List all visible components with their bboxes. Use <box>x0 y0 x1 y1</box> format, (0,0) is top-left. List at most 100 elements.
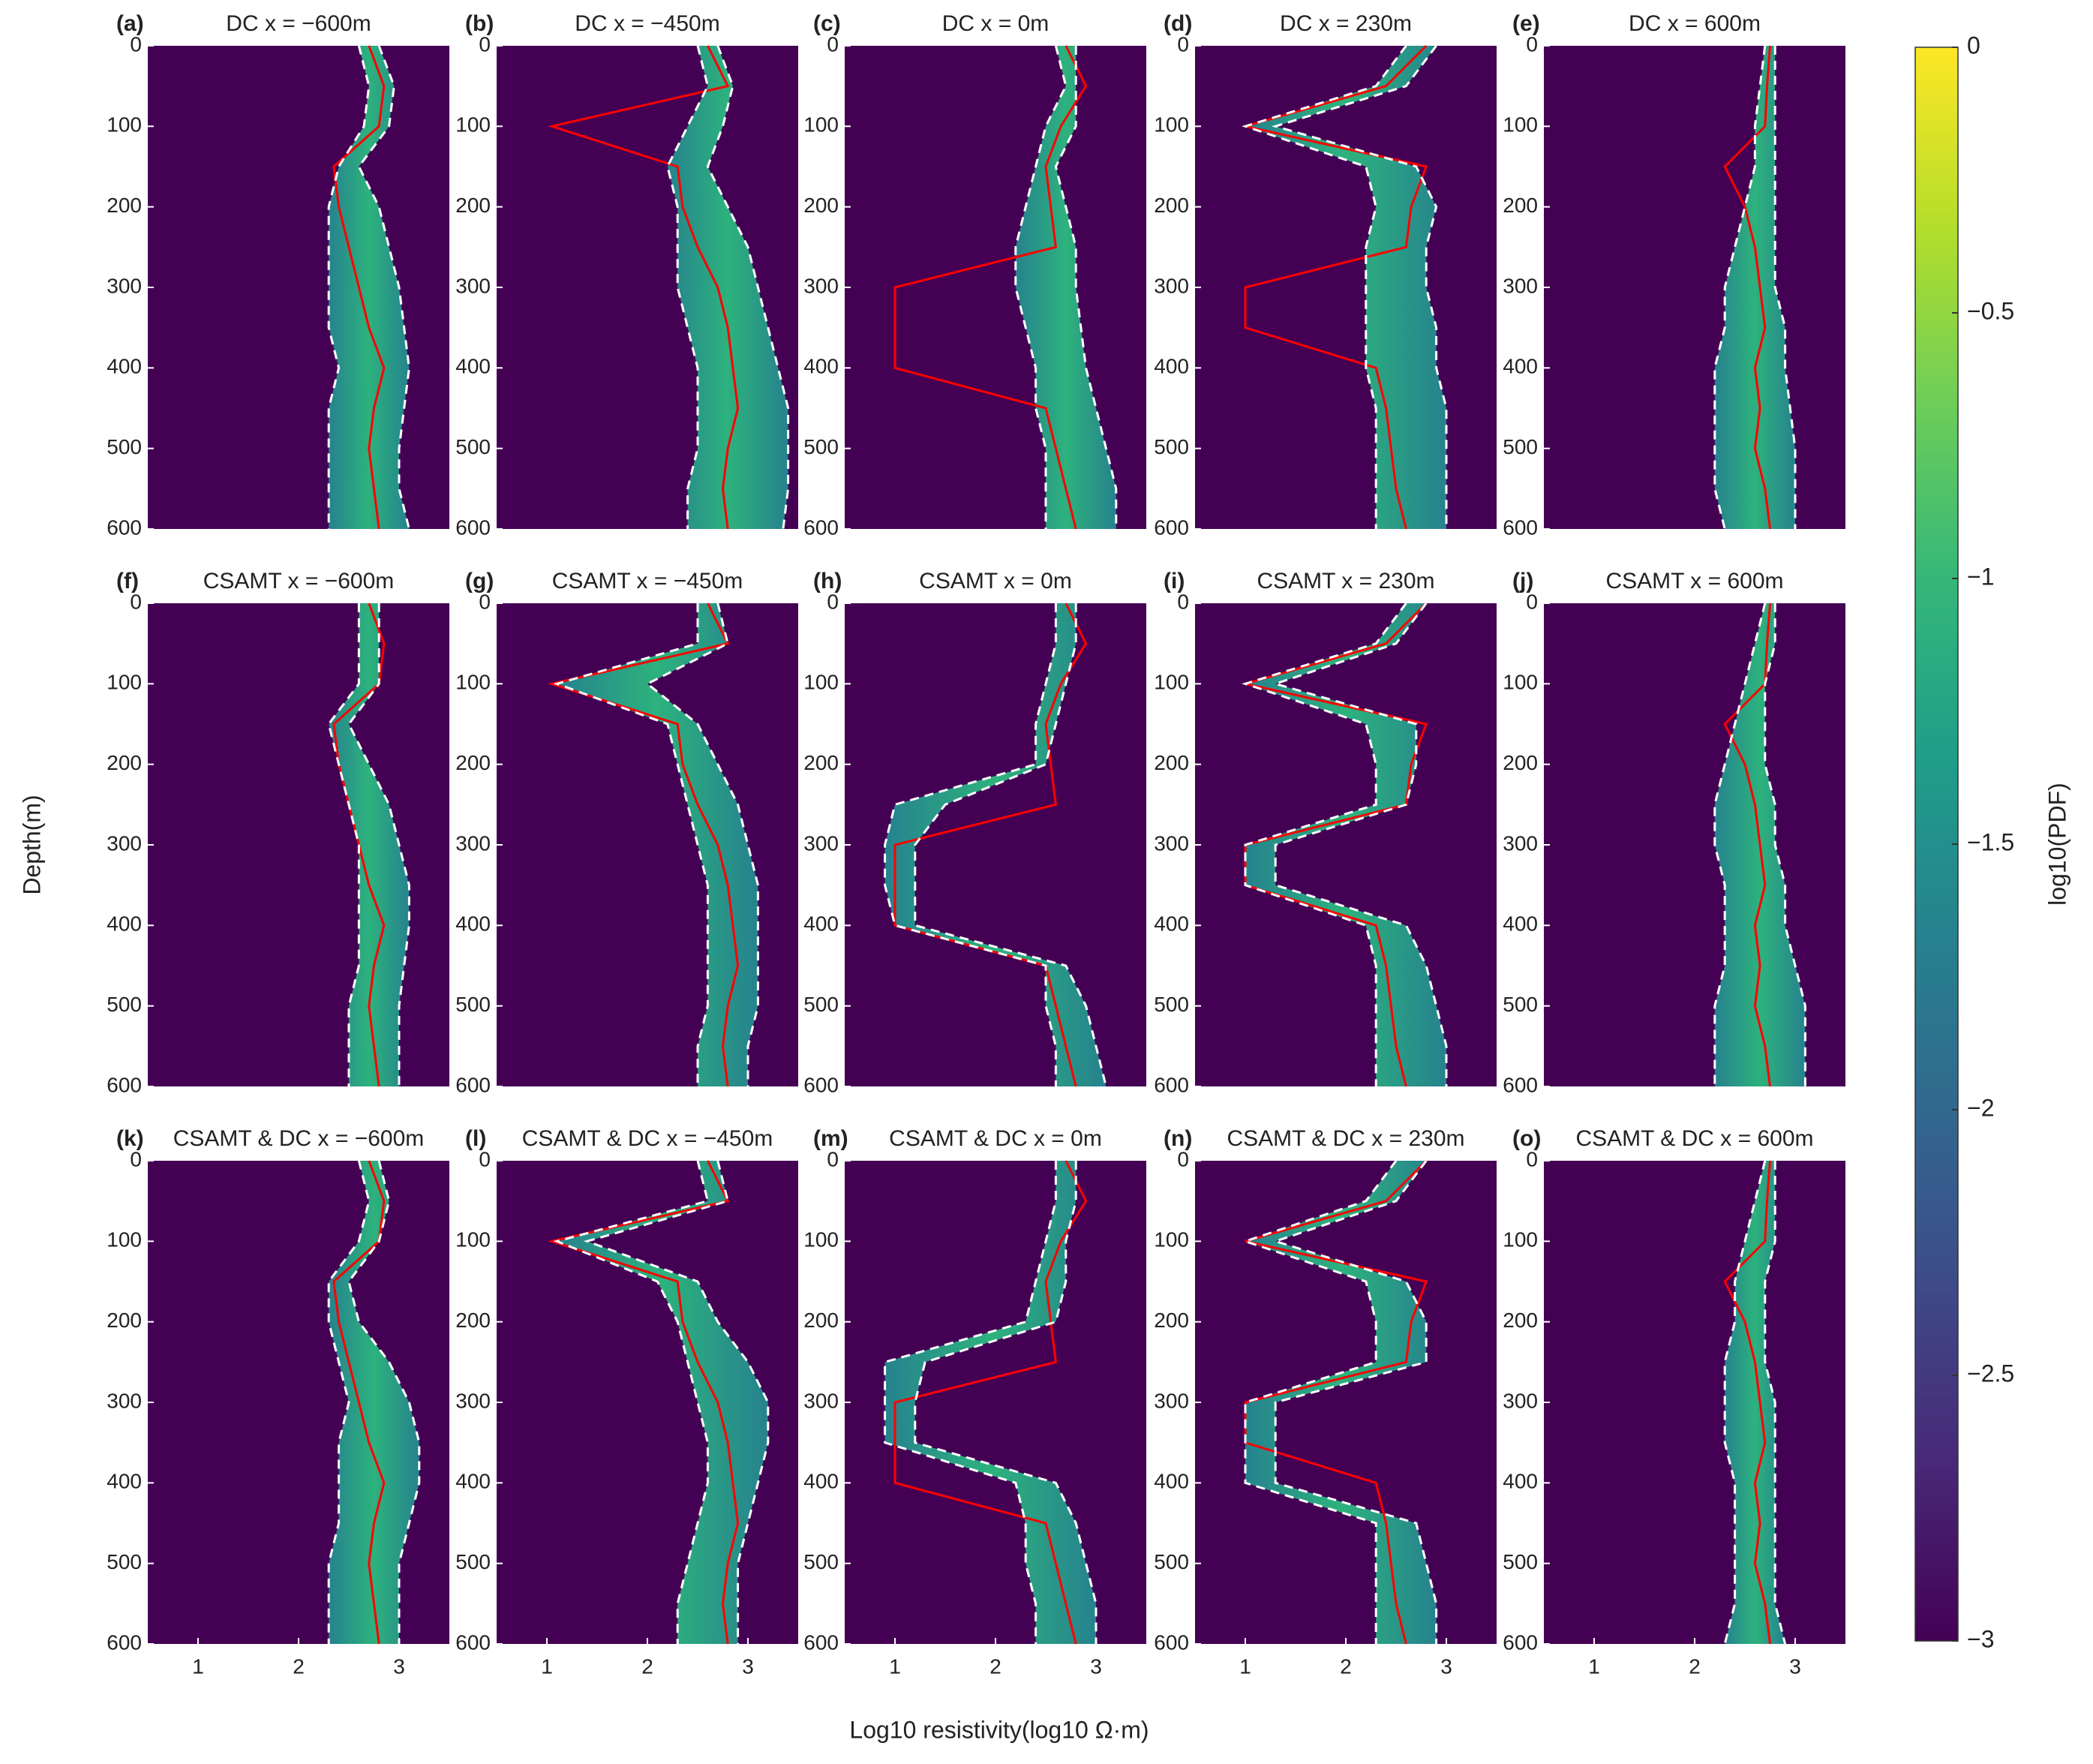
x-tick-label: 3 <box>742 1654 754 1678</box>
y-tick-label: 0 <box>479 32 491 56</box>
y-tick-label: 100 <box>107 113 142 137</box>
y-axis-label: Depth(m) <box>18 795 45 894</box>
panel-title: CSAMT x = −450m <box>552 569 743 594</box>
y-tick-label: 300 <box>455 831 491 855</box>
percentile-line <box>884 1161 1057 1644</box>
percentile-line <box>1242 45 1407 529</box>
panel-label: (c) <box>813 11 841 36</box>
y-tick-label: 0 <box>1177 590 1189 613</box>
x-tick-label: 1 <box>541 1654 553 1678</box>
y-tick-label: 100 <box>107 1228 142 1252</box>
y-tick-label: 400 <box>803 355 839 378</box>
y-tick-label: 100 <box>455 113 491 137</box>
panel-title: DC x = 0m <box>942 11 1050 36</box>
y-tick-label: 600 <box>803 1630 839 1654</box>
colorbar-tick-label: −0.5 <box>1967 297 2014 324</box>
y-tick-label: 200 <box>1154 194 1189 217</box>
panel-title: DC x = −450m <box>575 11 719 36</box>
y-tick-label: 500 <box>107 435 142 458</box>
y-tick-label: 100 <box>455 1228 491 1252</box>
x-tick-label: 3 <box>1440 1654 1452 1678</box>
y-tick-label: 500 <box>803 1550 839 1573</box>
y-tick-label: 200 <box>107 751 142 774</box>
y-tick-label: 300 <box>803 1389 839 1412</box>
panel-label: (i) <box>1164 569 1185 594</box>
y-tick-label: 200 <box>1154 1309 1189 1332</box>
colorbar-tick-label: −2 <box>1967 1094 1994 1121</box>
y-tick-label: 300 <box>1154 831 1189 855</box>
panel-label: (o) <box>1512 1126 1541 1151</box>
percentile-line <box>583 1160 770 1644</box>
y-tick-label: 300 <box>107 1389 142 1412</box>
y-tick-label: 500 <box>1503 435 1538 458</box>
y-tick-label: 400 <box>107 912 142 936</box>
y-tick-label: 300 <box>1503 831 1538 855</box>
panel-title: CSAMT & DC x = 230m <box>1227 1126 1464 1151</box>
y-tick-label: 0 <box>1177 32 1189 56</box>
y-tick-label: 600 <box>1503 1630 1538 1654</box>
y-tick-label: 500 <box>455 1550 491 1573</box>
y-tick-label: 100 <box>803 671 839 694</box>
y-tick-label: 600 <box>107 1630 142 1654</box>
y-tick-label: 100 <box>107 671 142 694</box>
percentile-line <box>1054 46 1118 529</box>
panel-title: CSAMT x = 0m <box>919 569 1072 594</box>
y-tick-label: 200 <box>803 1309 839 1332</box>
y-tick-label: 300 <box>455 1389 491 1412</box>
y-tick-label: 200 <box>455 1309 491 1332</box>
panel-label: (a) <box>116 11 144 36</box>
percentile-line <box>884 603 1057 1086</box>
y-tick-label: 0 <box>1526 1147 1538 1170</box>
y-tick-label: 400 <box>455 912 491 936</box>
y-tick-label: 200 <box>107 194 142 217</box>
percentile-line <box>1272 603 1448 1086</box>
panel-label: (f) <box>116 569 139 594</box>
y-tick-label: 300 <box>455 274 491 297</box>
y-tick-label: 600 <box>1154 515 1189 539</box>
percentile-line <box>347 603 410 1086</box>
y-tick-label: 100 <box>803 1228 839 1252</box>
y-tick-label: 100 <box>1154 113 1189 137</box>
x-tick-label: 1 <box>889 1654 901 1678</box>
panel-title: DC x = 600m <box>1629 11 1761 36</box>
pdf-band <box>1725 1161 1785 1644</box>
y-tick-label: 600 <box>803 515 839 539</box>
panel-background <box>1195 1161 1497 1644</box>
y-tick-label: 100 <box>455 671 491 694</box>
x-tick-label: 3 <box>393 1654 405 1678</box>
percentile-line <box>553 603 709 1086</box>
y-tick-label: 200 <box>1503 751 1538 774</box>
y-tick-label: 100 <box>803 113 839 137</box>
colorbar-tick-label: 0 <box>1967 32 1980 59</box>
panel-title: CSAMT & DC x = −600m <box>173 1126 425 1151</box>
colorbar-tick-label: −2.5 <box>1967 1360 2014 1387</box>
panel-title: CSAMT x = 230m <box>1257 569 1434 594</box>
y-tick-label: 300 <box>107 274 142 297</box>
y-tick-label: 400 <box>1503 355 1538 378</box>
panel-label: (e) <box>1512 11 1540 36</box>
panel-background <box>1544 46 1845 529</box>
percentile-line <box>1723 1160 1767 1645</box>
percentile-line <box>327 45 371 529</box>
percentile-line <box>1272 1160 1438 1644</box>
y-tick-label: 500 <box>455 993 491 1016</box>
panel-title: CSAMT & DC x = 0m <box>889 1126 1102 1151</box>
y-tick-label: 600 <box>455 515 491 539</box>
panel-title: CSAMT x = 600m <box>1605 569 1783 594</box>
x-tick-label: 3 <box>1789 1654 1801 1678</box>
pdf-band <box>329 46 410 529</box>
pdf-band <box>557 603 758 1086</box>
panel-title: CSAMT x = −600m <box>203 569 395 594</box>
y-tick-label: 500 <box>455 435 491 458</box>
y-tick-label: 400 <box>455 355 491 378</box>
x-tick-label: 2 <box>641 1654 653 1678</box>
panel-label: (h) <box>813 569 842 594</box>
y-tick-label: 500 <box>107 993 142 1016</box>
y-tick-label: 500 <box>1154 993 1189 1016</box>
percentile-line <box>1713 45 1767 530</box>
y-tick-label: 400 <box>1154 912 1189 936</box>
panel-background <box>148 46 449 529</box>
x-axis-label: Log10 resistivity(log10 Ω·m) <box>849 1716 1149 1743</box>
percentile-line <box>914 603 1107 1087</box>
